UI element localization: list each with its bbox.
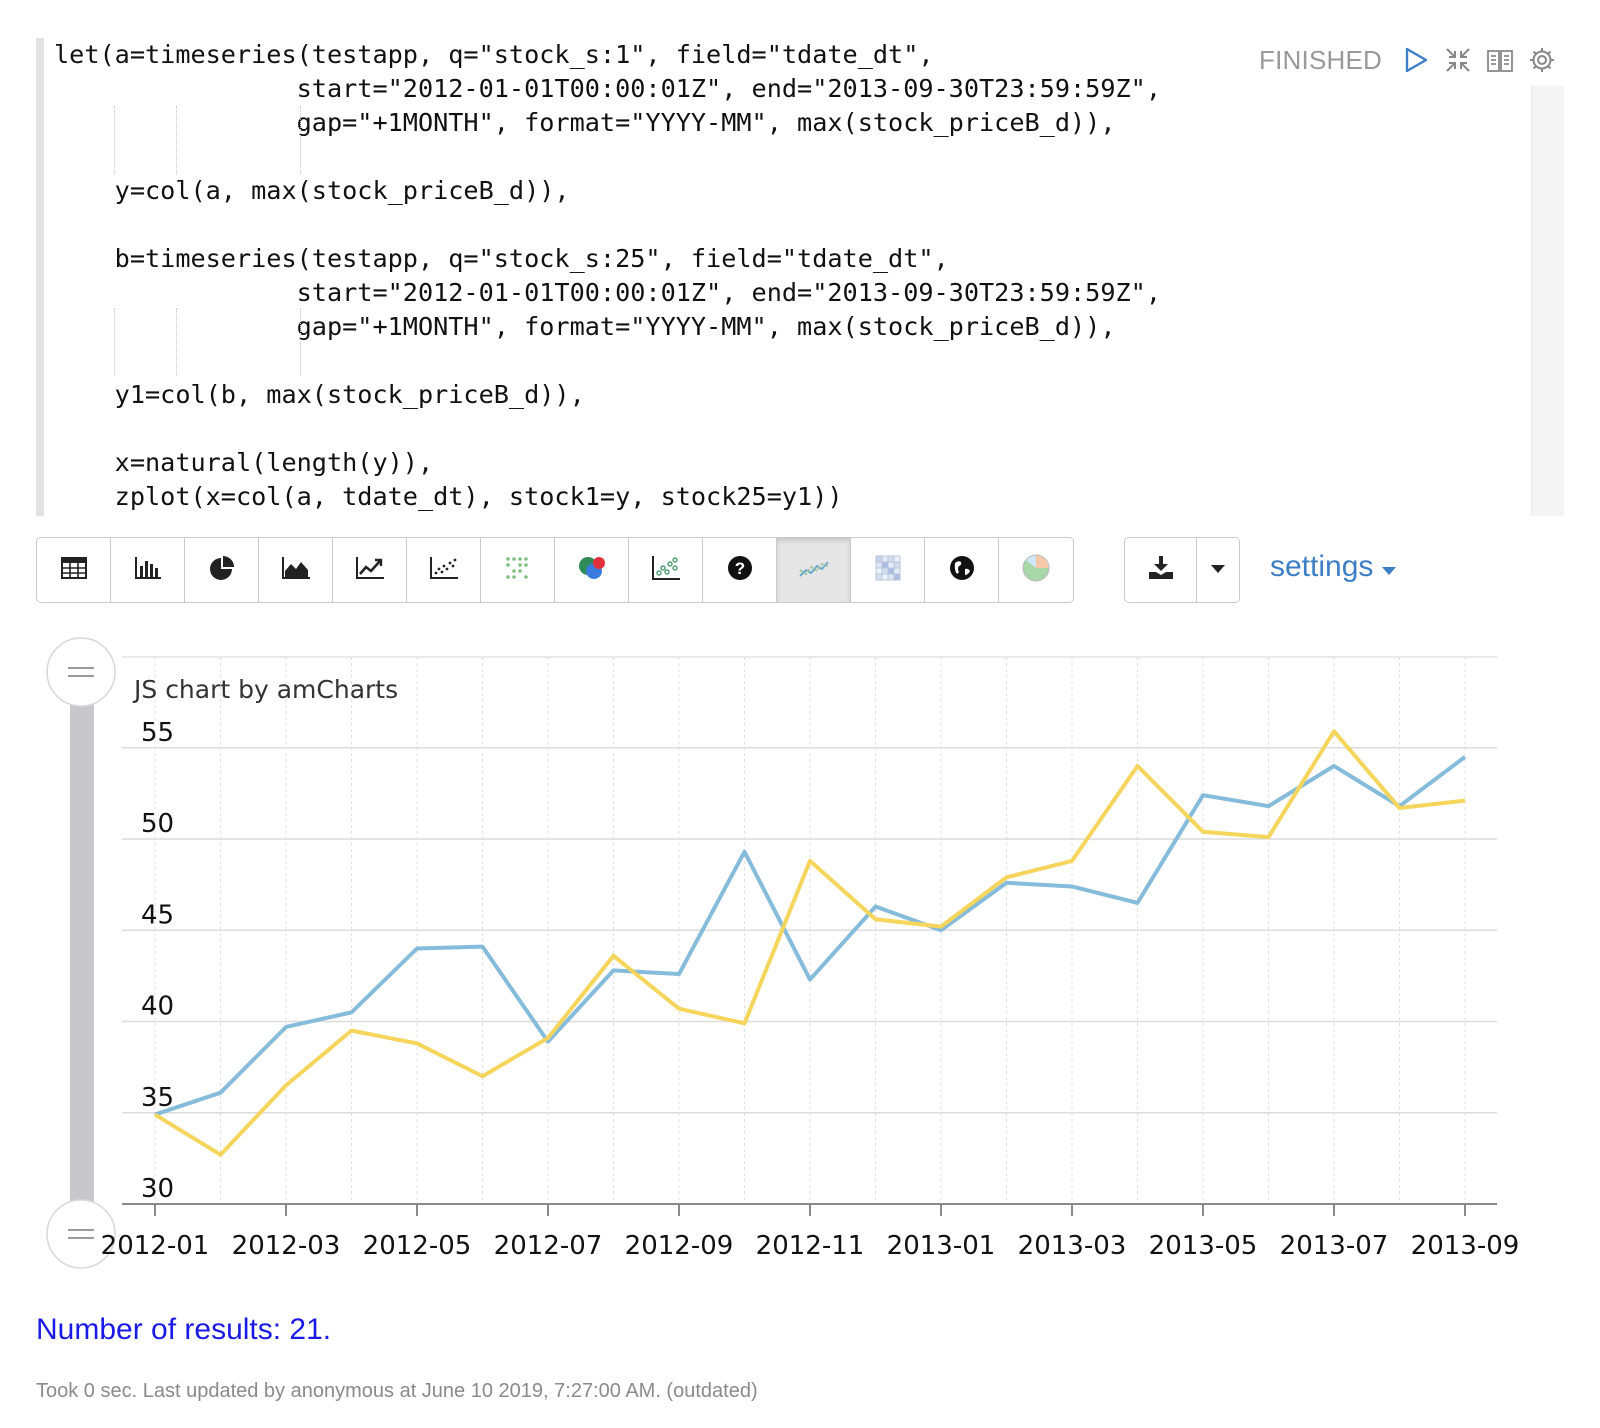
code-line: y1=col(b, max(stock_priceB_d)), [54,380,585,409]
code-line: gap="+1MONTH", format="YYYY-MM", max(sto… [54,312,1116,341]
settings-label: settings [1270,550,1374,583]
x-tick-label: 2012-01 [101,1231,210,1261]
x-tick-label: 2013-01 [887,1231,996,1261]
gear-icon[interactable] [1528,46,1556,74]
globe-icon [949,555,975,586]
code-line: y=col(a, max(stock_priceB_d)), [54,176,570,205]
color-pie-button[interactable] [999,538,1073,602]
x-tick-label: 2012-03 [232,1231,341,1261]
pie-chart-button[interactable] [185,538,259,602]
bar-chart-icon [134,556,162,585]
bubble-chart-icon [577,554,607,587]
series-line-2[interactable] [153,729,1466,1157]
x-tick-label: 2013-03 [1018,1231,1127,1261]
download-icon [1147,555,1175,586]
x-tick-label: 2012-09 [625,1231,734,1261]
collapse-icon[interactable] [1444,46,1472,74]
indent-guide [176,308,177,376]
code-line: let(a=timeseries(testapp, q="stock_s:1",… [54,40,934,69]
visualization-toolbar: ? [36,537,1074,603]
scatter-chart-icon [429,556,459,585]
x-tick-label: 2012-07 [494,1231,603,1261]
chart-grid [122,656,1497,1205]
line-chart-button[interactable] [333,538,407,602]
area-chart-button[interactable] [259,538,333,602]
multi-line-chart-icon [798,556,830,585]
bar-chart-button[interactable] [111,538,185,602]
chart-series [153,729,1467,1157]
indent-guide [114,106,115,174]
code-line [54,412,1161,446]
download-options-button[interactable] [1197,538,1239,602]
code-line: start="2012-01-01T00:00:01Z", end="2013-… [54,74,1161,103]
run-icon[interactable] [1402,46,1430,74]
x-axis-labels: 2012-01 2012-03 2012-05 2012-07 2012-09 2012-… [101,1204,1520,1261]
dot-matrix-button[interactable] [481,538,555,602]
heatmap-button[interactable] [851,538,925,602]
chart-scrollbar[interactable] [46,637,116,1269]
multi-line-chart-button[interactable] [777,538,851,602]
x-tick-label: 2012-11 [756,1231,865,1261]
scatter-colored-icon [651,555,681,586]
y-tick-label: 45 [141,900,174,930]
pie-chart-icon [209,555,235,586]
x-tick-label: 2012-05 [363,1231,472,1261]
indent-guide [300,106,301,174]
editor-gutter [36,38,44,516]
paragraph-controls: FINISHED [1259,42,1556,78]
code-line [54,208,1161,242]
code-text[interactable]: let(a=timeseries(testapp, q="stock_s:1",… [54,38,1161,514]
footer-status: Took 0 sec. Last updated by anonymous at… [36,1380,758,1402]
x-tick-label: 2013-09 [1411,1231,1520,1261]
scatter-chart-button[interactable] [407,538,481,602]
code-line: b=timeseries(testapp, q="stock_s:25", fi… [54,244,949,273]
download-button[interactable] [1125,538,1197,602]
heatmap-icon [875,555,901,586]
y-tick-label: 35 [141,1083,174,1113]
code-line [54,344,1161,378]
y-tick-label: 50 [141,809,174,839]
indent-guide [176,106,177,174]
y-axis-labels: 30 35 40 45 50 55 [141,718,174,1204]
settings-dropdown[interactable]: settings [1270,550,1397,584]
book-icon[interactable] [1486,46,1514,74]
code-line: x=natural(length(y)), [54,448,434,477]
help-icon: ? [727,555,753,586]
dot-matrix-icon [504,555,532,586]
code-line: gap="+1MONTH", format="YYYY-MM", max(sto… [54,108,1116,137]
area-chart-icon [281,556,311,585]
chart-watermark: JS chart by amCharts [132,675,398,704]
scatter-colored-button[interactable] [629,538,703,602]
code-line: start="2012-01-01T00:00:01Z", end="2013-… [54,278,1161,307]
x-tick-label: 2013-07 [1280,1231,1389,1261]
bubble-chart-button[interactable] [555,538,629,602]
color-pie-icon [1021,553,1051,588]
caret-down-icon [1210,561,1226,579]
scrollbar-track[interactable] [70,680,94,1250]
table-button[interactable] [37,538,111,602]
paragraph-status: FINISHED [1259,44,1382,75]
table-icon [60,556,87,584]
results-count: Number of results: 21. [36,1313,332,1346]
y-tick-label: 30 [141,1174,174,1204]
globe-button[interactable] [925,538,999,602]
indent-guide [300,308,301,376]
y-tick-label: 40 [141,992,174,1022]
x-tick-label: 2013-05 [1149,1231,1258,1261]
scrollbar-top-grip[interactable] [46,637,116,707]
line-chart-icon [355,556,385,585]
code-line [54,140,1161,174]
help-button[interactable]: ? [703,538,777,602]
svg-text:?: ? [734,559,744,578]
series-line-1[interactable] [154,755,1467,1117]
code-editor[interactable]: let(a=timeseries(testapp, q="stock_s:1",… [36,38,1564,516]
scrollbar-bottom-grip[interactable] [46,1199,116,1269]
indent-guide [114,308,115,376]
editor-scrollbar[interactable] [1531,86,1564,516]
line-chart: JS chart by amCharts 30 35 40 45 50 55 2012-0… [46,637,1520,1269]
y-tick-label: 55 [141,718,174,748]
caret-down-icon [1381,550,1397,584]
code-line: zplot(x=col(a, tdate_dt), stock1=y, stoc… [54,482,843,511]
download-button-group [1124,537,1240,603]
